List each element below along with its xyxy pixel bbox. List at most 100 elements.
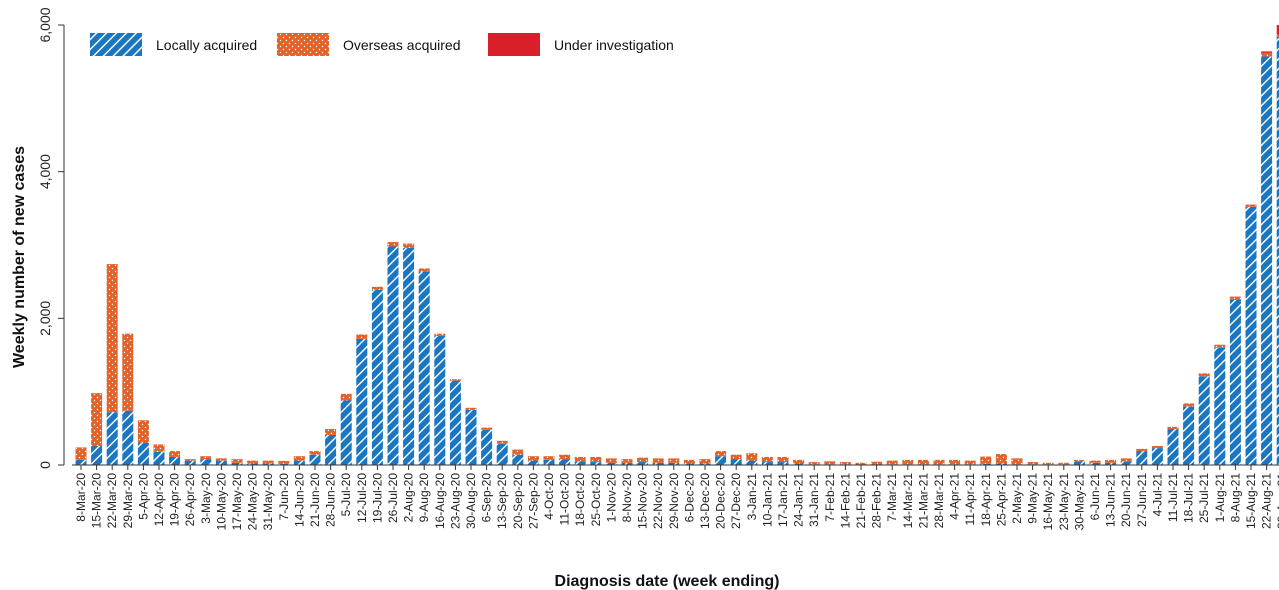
x-axis-title: Diagnosis date (week ending) <box>555 573 780 590</box>
x-tick-label: 19-Apr-20 <box>168 473 182 527</box>
bar-locally-acquired <box>403 247 415 465</box>
bar-overseas-acquired <box>371 286 383 290</box>
x-tick-label: 31-Jan-21 <box>807 473 821 527</box>
x-tick-label: 15-Aug-21 <box>1244 473 1258 529</box>
x-tick-label: 29-Aug-21 <box>1275 473 1279 529</box>
bar-locally-acquired <box>980 463 992 465</box>
bar-overseas-acquired <box>1214 344 1226 348</box>
bar-overseas-acquired <box>1276 34 1279 37</box>
x-tick-label: 30-Aug-20 <box>464 473 478 529</box>
bar-locally-acquired <box>1089 462 1101 465</box>
bar-locally-acquired <box>184 460 196 465</box>
bar-overseas-acquired <box>1058 462 1070 465</box>
bar-locally-acquired <box>387 246 399 465</box>
y-tick-label: 4,000 <box>37 154 53 189</box>
x-tick-label: 20-Sep-20 <box>511 473 525 529</box>
bar-locally-acquired <box>278 463 290 465</box>
x-axis: 8-Mar-20 15-Mar-20 22-Mar-20 29-Mar-20 5-Apr… <box>72 464 1279 531</box>
bar-overseas-acquired <box>262 460 274 464</box>
bar-locally-acquired <box>75 459 87 465</box>
y-tick-label: 2,000 <box>37 301 53 336</box>
x-tick-label: 25-Jul-21 <box>1197 473 1211 523</box>
bar-overseas-acquired <box>1245 205 1257 207</box>
bar-overseas-acquired <box>715 451 727 457</box>
bar-locally-acquired <box>668 462 680 465</box>
bar-locally-acquired <box>746 460 758 465</box>
bar-overseas-acquired <box>247 460 259 464</box>
bar-overseas-acquired <box>1167 426 1179 430</box>
bar-locally-acquired <box>512 454 524 465</box>
x-tick-label: 30-May-21 <box>1072 473 1086 531</box>
bar-overseas-acquired <box>964 460 976 465</box>
bar-locally-acquired <box>465 410 477 465</box>
bar-overseas-acquired <box>512 449 524 455</box>
bar-locally-acquired <box>637 462 649 465</box>
bar-locally-acquired <box>652 462 664 465</box>
bar-overseas-acquired <box>902 459 914 465</box>
bar-locally-acquired <box>153 451 165 465</box>
bar-locally-acquired <box>325 434 337 465</box>
x-tick-label: 7-Mar-21 <box>885 473 899 522</box>
bar-locally-acquired <box>293 460 305 465</box>
bar-overseas-acquired <box>122 333 134 411</box>
x-tick-label: 18-Apr-21 <box>979 473 993 527</box>
legend-label: Under investigation <box>554 37 674 53</box>
x-tick-label: 6-Sep-20 <box>480 473 494 523</box>
bar-locally-acquired <box>1214 347 1226 465</box>
x-tick-label: 9-May-21 <box>1026 473 1040 524</box>
bar-locally-acquired <box>1229 300 1241 465</box>
bar-overseas-acquired <box>793 459 805 464</box>
bar-overseas-acquired <box>449 379 461 381</box>
bar-overseas-acquired <box>699 459 711 464</box>
bar-overseas-acquired <box>387 242 399 247</box>
legend-swatch <box>277 33 329 56</box>
x-tick-label: 13-Dec-20 <box>698 473 712 529</box>
x-tick-label: 3-May-20 <box>199 473 213 524</box>
bar-overseas-acquired <box>91 393 103 446</box>
x-tick-label: 27-Jun-21 <box>1135 473 1149 527</box>
bar-locally-acquired <box>231 462 243 465</box>
x-tick-label: 28-Mar-21 <box>932 473 946 529</box>
bar-locally-acquired <box>262 463 274 465</box>
legend-label: Overseas acquired <box>343 37 461 53</box>
bar-overseas-acquired <box>1105 459 1117 463</box>
bar-overseas-acquired <box>949 459 961 465</box>
bar-overseas-acquired <box>559 454 571 460</box>
y-axis: 0 2,000 4,000 6,000 <box>37 7 65 469</box>
x-tick-label: 2-May-21 <box>1010 473 1024 524</box>
bar-locally-acquired <box>730 459 742 465</box>
x-tick-label: 8-Nov-20 <box>620 473 634 523</box>
bar-locally-acquired <box>1073 461 1085 465</box>
bar-overseas-acquired <box>730 454 742 460</box>
bar-overseas-acquired <box>1027 462 1039 465</box>
x-tick-label: 12-Jul-20 <box>355 473 369 523</box>
bar-locally-acquired <box>106 412 118 465</box>
x-tick-label: 11-Apr-21 <box>963 473 977 526</box>
x-tick-label: 5-Apr-20 <box>136 473 150 520</box>
bar-overseas-acquired <box>1261 52 1273 57</box>
x-tick-label: 9-Aug-20 <box>417 473 431 523</box>
bar-locally-acquired <box>559 459 571 465</box>
legend-swatch <box>488 33 540 56</box>
bar-overseas-acquired <box>871 461 883 465</box>
legend-swatch <box>90 33 142 56</box>
bar-overseas-acquired <box>1011 458 1023 465</box>
bar-locally-acquired <box>574 461 586 465</box>
bar-overseas-acquired <box>403 243 415 248</box>
bar-overseas-acquired <box>106 264 118 413</box>
x-tick-label: 17-May-20 <box>230 473 244 531</box>
x-tick-label: 27-Sep-20 <box>526 473 540 529</box>
legend: Locally acquired Overseas acquired Under i… <box>90 33 674 56</box>
bar-locally-acquired <box>449 380 461 465</box>
bar-locally-acquired <box>1105 462 1117 465</box>
bar-overseas-acquired <box>1151 445 1163 449</box>
x-tick-label: 21-Feb-21 <box>854 473 868 529</box>
x-tick-label: 21-Mar-21 <box>916 473 930 529</box>
bar-overseas-acquired <box>652 458 664 463</box>
x-tick-label: 10-Jan-21 <box>760 473 774 527</box>
bar-locally-acquired <box>247 463 259 465</box>
bar-locally-acquired <box>1183 406 1195 465</box>
bar-locally-acquired <box>621 462 633 465</box>
x-tick-label: 25-Oct-20 <box>589 473 603 527</box>
